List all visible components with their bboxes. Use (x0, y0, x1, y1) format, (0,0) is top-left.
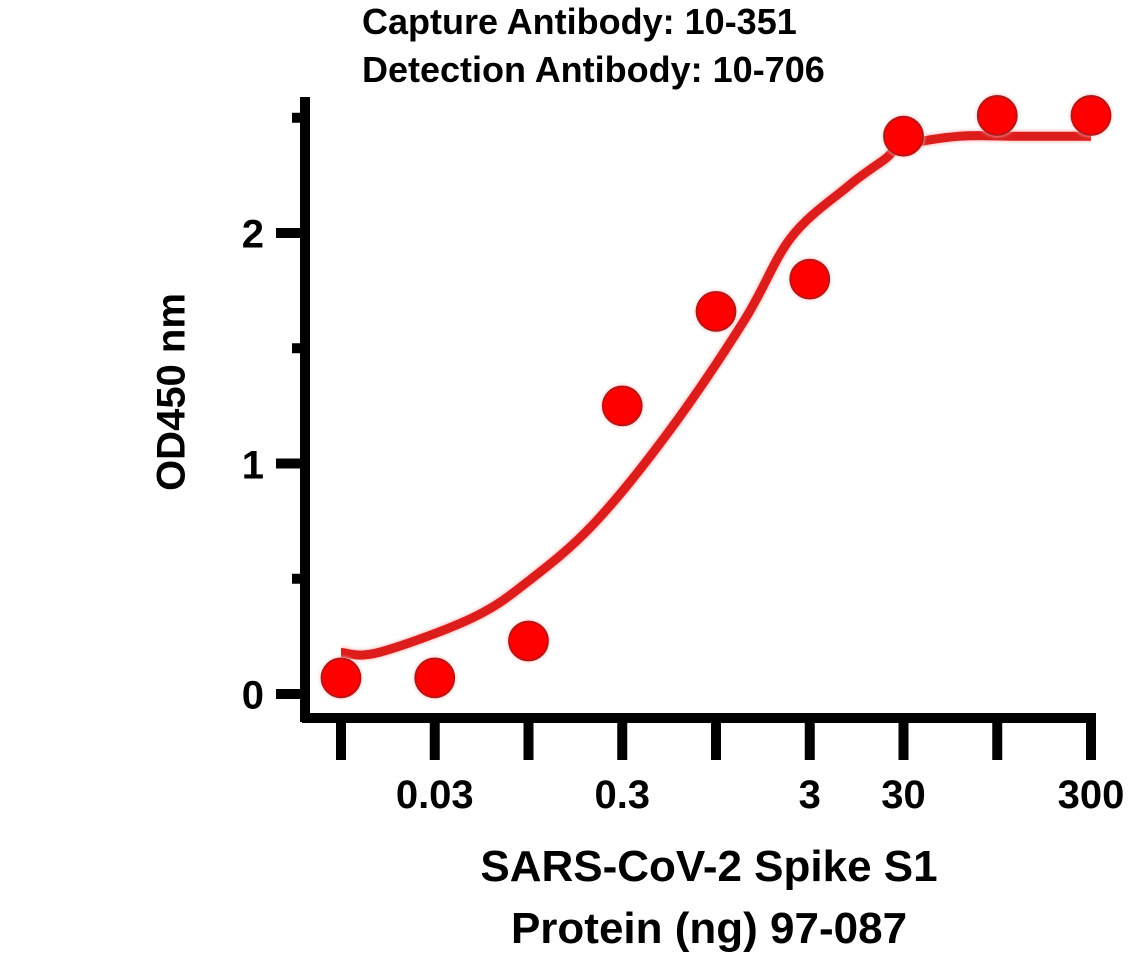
curve-glow (340, 129, 1091, 662)
data-point (883, 115, 924, 157)
curve-line (340, 131, 1091, 660)
y-tick-label: 2 (241, 212, 264, 257)
y-tick-label: 0 (241, 673, 264, 718)
data-points (319, 93, 1113, 700)
chart-title-line-2: Detection Antibody: 10-706 (362, 49, 825, 90)
x-tick-label: 30 (881, 773, 926, 817)
x-tick-label: 300 (1057, 773, 1125, 817)
x-tick-label: 3 (798, 773, 821, 817)
data-point (1070, 95, 1112, 136)
fitted-curve (340, 129, 1091, 662)
chart-title-line-1: Capture Antibody: 10-351 (362, 1, 797, 42)
x-tick-label: 0.03 (395, 773, 474, 817)
data-point (695, 290, 737, 332)
y-tick-label: 1 (241, 443, 264, 487)
data-point (976, 95, 1018, 136)
data-point (601, 385, 643, 427)
x-tick-label: 0.3 (594, 773, 651, 817)
x-axis-label-line-2: Protein (ng) 97-087 (510, 904, 908, 953)
x-axis-label-line-1: SARS-CoV-2 Spike S1 (480, 842, 938, 891)
axes (276, 97, 1096, 760)
data-point (320, 657, 362, 699)
data-point (789, 258, 831, 300)
data-point (508, 620, 549, 662)
data-point (414, 657, 456, 699)
